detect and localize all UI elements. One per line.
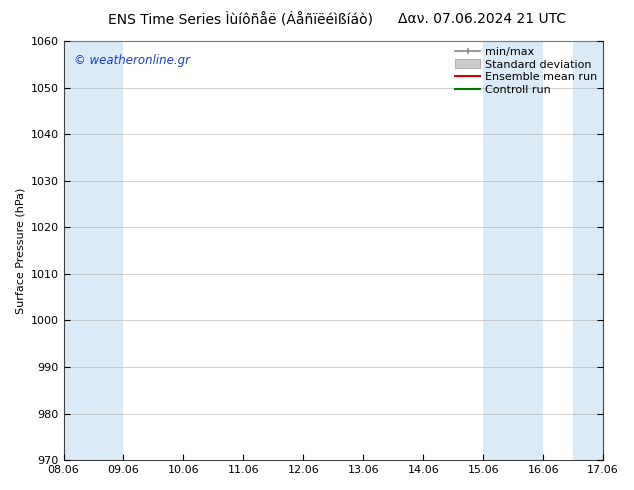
Bar — [573, 41, 603, 460]
Text: Δαν. 07.06.2024 21 UTC: Δαν. 07.06.2024 21 UTC — [398, 12, 566, 26]
Bar — [94, 41, 124, 460]
Bar — [513, 41, 543, 460]
Text: ENS Time Series Ìùíôñåë (Áåñïëéìßíáò): ENS Time Series Ìùíôñåë (Áåñïëéìßíáò) — [108, 12, 373, 27]
Bar — [63, 41, 94, 460]
Text: © weatheronline.gr: © weatheronline.gr — [74, 53, 190, 67]
Bar — [483, 41, 513, 460]
Y-axis label: Surface Pressure (hPa): Surface Pressure (hPa) — [15, 187, 25, 314]
Legend: min/max, Standard deviation, Ensemble mean run, Controll run: min/max, Standard deviation, Ensemble me… — [453, 45, 600, 98]
